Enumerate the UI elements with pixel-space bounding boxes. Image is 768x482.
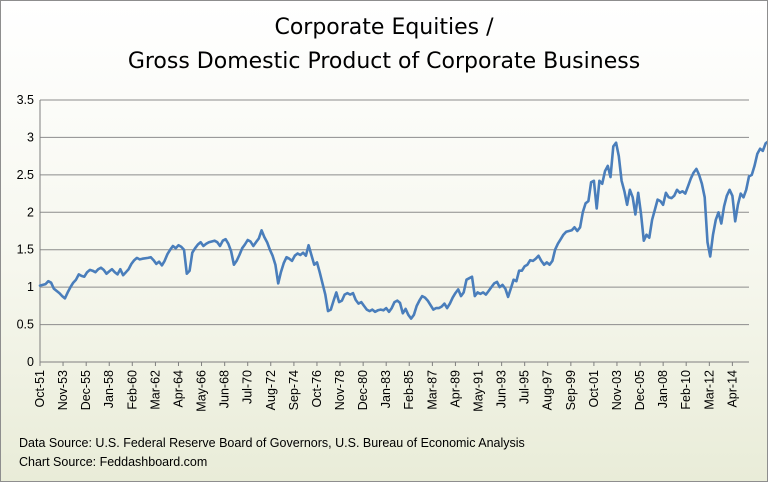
axes xyxy=(39,100,749,363)
x-tick-label: Apr-89 xyxy=(448,370,462,408)
y-tick-label: 3.5 xyxy=(17,93,34,107)
x-tick-label: Feb-60 xyxy=(125,370,139,410)
x-tick-label: Nov-78 xyxy=(333,370,347,410)
x-tick-label: Dec-55 xyxy=(79,370,93,410)
x-tick-label: Mar-62 xyxy=(148,370,162,410)
y-tick-label: 0 xyxy=(27,355,34,369)
x-tick-label: Jan-08 xyxy=(656,370,670,408)
x-tick-label: Feb-85 xyxy=(402,370,416,410)
x-tick-label: Oct-01 xyxy=(587,370,601,408)
gridlines xyxy=(40,99,749,326)
x-tick-label: Jun-68 xyxy=(218,370,232,408)
x-tick-label: Jan-83 xyxy=(379,370,393,408)
x-tick-label: Jun-93 xyxy=(495,370,509,408)
x-tick-label: Dec-80 xyxy=(356,370,370,410)
x-tick-label: May-66 xyxy=(195,370,209,412)
x-tick-label: Nov-53 xyxy=(56,370,70,410)
x-tick-label: Sep-74 xyxy=(287,370,301,410)
data-source-note: Data Source: U.S. Federal Reserve Board … xyxy=(19,436,525,450)
y-tick-label: 1 xyxy=(27,280,34,294)
x-tick-label: Jul-95 xyxy=(518,370,532,404)
x-tick-label: May-91 xyxy=(471,370,485,412)
y-tick-label: 3 xyxy=(27,130,34,144)
x-tick-label: Aug-72 xyxy=(264,370,278,410)
y-tick-label: 0.5 xyxy=(17,318,34,332)
x-tick-label: Oct-51 xyxy=(33,370,47,408)
y-tick-label: 1.5 xyxy=(17,243,34,257)
y-tick-label: 2.5 xyxy=(17,168,34,182)
series-group xyxy=(38,140,767,320)
chart-title-line2: Gross Domestic Product of Corporate Busi… xyxy=(127,49,641,74)
x-tick-label: Nov-03 xyxy=(610,370,624,410)
x-tick-label: Mar-87 xyxy=(425,370,439,410)
y-axis-ticks: 0 0.5 1 1.5 2 2.5 3 3.5 xyxy=(17,93,34,369)
chart-title-line1: Corporate Equities / xyxy=(274,15,494,40)
x-tick-label: Mar-12 xyxy=(702,370,716,410)
series-line xyxy=(38,140,767,320)
x-tick-label: Sep-99 xyxy=(564,370,578,410)
x-tick-label: Jul-70 xyxy=(241,370,255,404)
x-tick-label: Dec-05 xyxy=(633,370,647,410)
x-tick-label: Jan-58 xyxy=(102,370,116,408)
y-tick-label: 2 xyxy=(27,205,34,219)
x-axis-ticks: Oct-51 Nov-53 Dec-55 Jan-58 Feb-60 Mar-62 Apr-… xyxy=(33,362,739,412)
chart-source-note: Chart Source: Feddashboard.com xyxy=(19,455,208,469)
x-tick-label: Aug-97 xyxy=(541,370,555,410)
x-tick-label: Apr-64 xyxy=(171,370,185,408)
x-tick-label: Apr-14 xyxy=(725,370,739,408)
x-tick-label: Oct-76 xyxy=(310,370,324,408)
x-tick-label: Feb-10 xyxy=(679,370,693,410)
